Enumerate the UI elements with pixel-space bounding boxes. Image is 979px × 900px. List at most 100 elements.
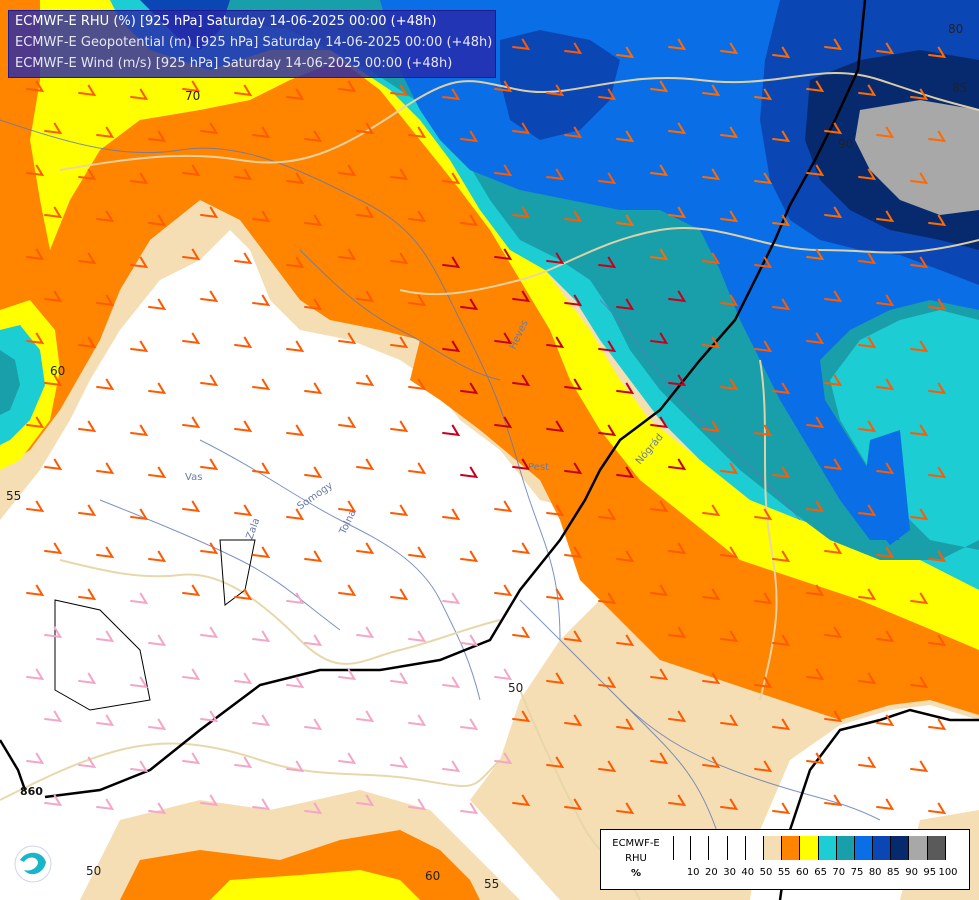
wind-barb (806, 668, 825, 681)
wind-barb (512, 38, 531, 51)
wind-barb (668, 290, 687, 303)
wind-barb (702, 504, 721, 517)
wind-barb (928, 466, 947, 479)
wind-barb (356, 710, 375, 723)
wind-barb (858, 420, 877, 433)
wind-barb (720, 546, 739, 559)
wind-barb (26, 752, 45, 765)
wind-barb (390, 588, 409, 601)
wind-barb (928, 130, 947, 143)
legend-tick: 75 (850, 867, 864, 878)
wind-barb (806, 164, 825, 177)
legend-tick: 20 (705, 867, 718, 878)
wind-barb (252, 630, 271, 643)
wind-barb (546, 504, 565, 517)
wind-barb (772, 466, 791, 479)
wind-barb (200, 794, 219, 807)
wind-barb (720, 714, 739, 727)
wind-barb (598, 88, 617, 101)
wind-barb (720, 798, 739, 811)
wind-barb (546, 252, 565, 265)
wind-barb (928, 214, 947, 227)
wind-barb (356, 626, 375, 639)
wind-barb (78, 336, 97, 349)
wind-barb (702, 84, 721, 97)
wind-barb (44, 122, 63, 135)
legend-swatch (709, 836, 728, 860)
wind-barb (460, 550, 479, 563)
wind-barb (78, 252, 97, 265)
wind-barb (200, 122, 219, 135)
wind-barb (442, 508, 461, 521)
wind-barb (286, 508, 305, 521)
wind-barb (390, 756, 409, 769)
wind-barb (546, 420, 565, 433)
rhu-band-60-65-south (210, 870, 420, 900)
wind-barb (338, 584, 357, 597)
legend-swatch (727, 836, 746, 860)
wind-barb (130, 88, 149, 101)
wind-barb (408, 126, 427, 139)
wind-barb (460, 802, 479, 815)
wind-barb (182, 80, 201, 93)
wind-barb (702, 588, 721, 601)
wind-barb (928, 802, 947, 815)
rhu-band-70-75-west (0, 350, 20, 415)
wind-barb (650, 332, 669, 345)
wind-barb (772, 550, 791, 563)
rhu-label-55-west: 55 (6, 489, 21, 503)
wind-barb (304, 718, 323, 731)
wind-barb (876, 714, 895, 727)
wind-barb (910, 340, 929, 353)
wind-barb (356, 122, 375, 135)
legend-swatch (763, 836, 783, 860)
wind-barb (494, 668, 513, 681)
color-legend: ECMWF-E RHU % 10 20 30 40 50 55 60 65 70 75 80 85 90… (600, 829, 970, 890)
wind-barb (910, 676, 929, 689)
legend-swatch (745, 836, 764, 860)
wind-barb (78, 168, 97, 181)
wind-barb (130, 676, 149, 689)
wind-barb (148, 130, 167, 143)
wind-barb (564, 210, 583, 223)
wind-barb (754, 760, 773, 773)
wind-barb (442, 424, 461, 437)
wind-barb (44, 206, 63, 219)
wind-barb (442, 340, 461, 353)
legend-tick: 10 (686, 867, 700, 878)
legend-tick: 70 (832, 867, 846, 878)
legend-tick: 85 (887, 867, 900, 878)
wind-barb (356, 458, 375, 471)
geopotential-label-860: 860 (20, 785, 43, 798)
wind-barb (252, 714, 271, 727)
legend-swatch (836, 836, 855, 860)
wind-barb (650, 416, 669, 429)
wind-barb (442, 172, 461, 185)
wind-barb (494, 80, 513, 93)
legend-tick: 30 (723, 867, 736, 878)
wind-barb (286, 760, 305, 773)
wind-barb (252, 378, 271, 391)
wind-barb (304, 802, 323, 815)
wind-barb (702, 336, 721, 349)
place-pest: Pest (528, 462, 549, 473)
wind-barb (182, 500, 201, 513)
wind-barb (876, 462, 895, 475)
wind-barb (512, 122, 531, 135)
wind-barb (408, 378, 427, 391)
wind-barb (858, 336, 877, 349)
wind-barb (234, 588, 253, 601)
wind-barb (720, 462, 739, 475)
wind-barb (234, 252, 253, 265)
rhu-pocket-cyan-east (895, 360, 979, 530)
wind-barb (546, 168, 565, 181)
legend-tick: 50 (759, 867, 773, 878)
wind-barb (512, 710, 531, 723)
wind-barb (772, 718, 791, 731)
wind-barb (858, 504, 877, 517)
wind-barb (616, 130, 635, 143)
wind-barb (390, 168, 409, 181)
legend-swatch (673, 836, 692, 860)
legend-tick: 95 (923, 867, 937, 878)
